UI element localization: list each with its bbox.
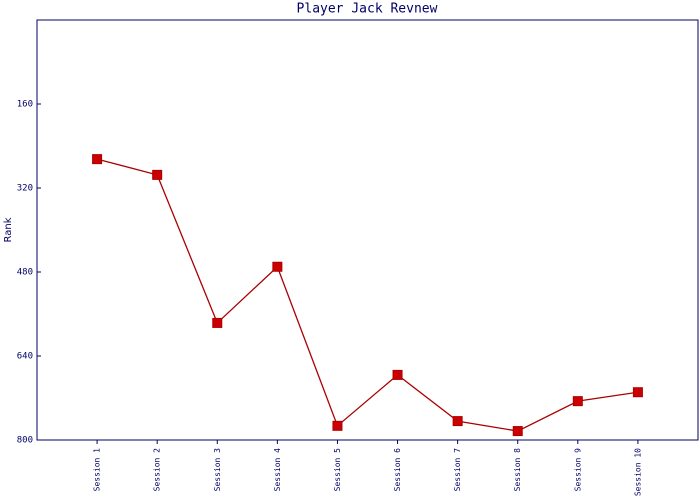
y-axis-label: Rank xyxy=(3,217,14,242)
point-marker xyxy=(332,420,343,431)
chart-title: Player Jack Revnew xyxy=(297,2,438,17)
series-line xyxy=(96,158,639,432)
point-marker xyxy=(572,396,583,407)
x-tick-label: Session 3 xyxy=(213,448,222,492)
point-marker xyxy=(452,416,463,427)
x-tick-label: Session 5 xyxy=(333,448,342,492)
point-marker xyxy=(212,317,223,328)
y-tick-label: 480 xyxy=(17,268,33,278)
x-tick-label: Session 2 xyxy=(153,448,162,492)
point-marker xyxy=(632,387,643,398)
point-marker xyxy=(272,261,283,272)
point-marker xyxy=(152,169,163,180)
x-tick-label: Session 7 xyxy=(453,448,462,492)
y-tick-label: 640 xyxy=(17,352,33,362)
point-marker xyxy=(92,154,103,165)
y-tick-label: 800 xyxy=(17,436,33,446)
x-tick-label: Session 9 xyxy=(573,448,582,492)
plot-frame xyxy=(36,19,699,441)
x-tick-label: Session 10 xyxy=(633,448,642,496)
x-tick-label: Session 1 xyxy=(93,448,102,492)
x-tick-label: Session 4 xyxy=(273,448,282,492)
y-tick-label: 160 xyxy=(17,100,33,110)
y-tick-label: 320 xyxy=(17,184,33,194)
x-tick-label: Session 8 xyxy=(513,448,522,492)
x-tick-label: Session 6 xyxy=(393,448,402,492)
point-marker xyxy=(512,426,523,437)
point-marker xyxy=(392,369,403,380)
